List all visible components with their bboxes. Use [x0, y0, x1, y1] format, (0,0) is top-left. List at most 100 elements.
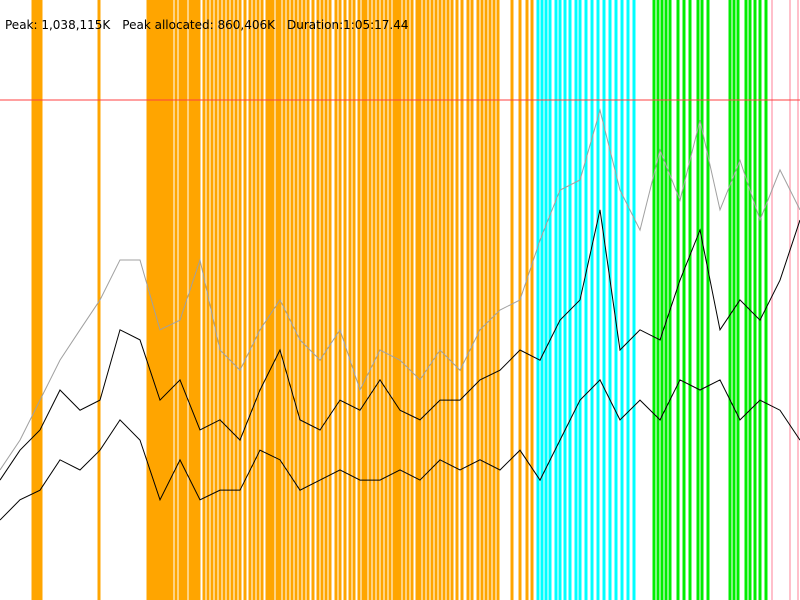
event-band — [334, 0, 338, 600]
event-band — [348, 0, 352, 600]
peak-allocated-text: Peak allocated: 860,406K — [122, 18, 275, 32]
memory-line — [0, 209, 800, 481]
event-band — [602, 0, 606, 600]
event-band — [214, 0, 218, 600]
event-band — [744, 0, 748, 600]
event-band — [430, 0, 434, 600]
event-band — [268, 0, 272, 600]
event-band — [728, 0, 732, 600]
event-band — [758, 0, 762, 600]
event-band — [484, 0, 488, 600]
event-band — [252, 0, 256, 600]
event-band — [700, 0, 704, 600]
event-band — [174, 0, 178, 600]
event-band — [388, 0, 392, 600]
event-band — [632, 0, 636, 600]
event-band — [39, 0, 43, 600]
event-band — [218, 0, 222, 600]
event-band — [392, 0, 396, 600]
event-band — [271, 0, 275, 600]
event-band — [194, 0, 198, 600]
event-band — [398, 0, 402, 600]
memory-line — [0, 108, 800, 471]
event-band — [298, 0, 302, 600]
event-band — [620, 0, 624, 600]
event-band — [164, 0, 168, 600]
event-band — [536, 0, 540, 600]
event-band — [764, 0, 768, 600]
event-band — [222, 0, 226, 600]
event-band — [554, 0, 558, 600]
event-band — [480, 0, 484, 600]
event-band — [152, 0, 156, 600]
event-band — [558, 0, 562, 600]
event-band — [789, 0, 791, 600]
header: Peak: 1,038,115K Peak allocated: 860,406K… — [5, 4, 421, 32]
event-band — [530, 0, 534, 600]
event-band — [688, 0, 692, 600]
event-band — [614, 0, 618, 600]
event-band — [544, 0, 548, 600]
event-band — [324, 0, 328, 600]
event-band — [238, 0, 242, 600]
event-band — [470, 0, 474, 600]
event-band — [476, 0, 480, 600]
event-band — [510, 0, 514, 600]
event-band — [418, 0, 422, 600]
event-band — [226, 0, 230, 600]
event-band — [275, 0, 279, 600]
event-band — [525, 0, 529, 600]
event-band — [158, 0, 162, 600]
event-band — [563, 0, 567, 600]
event-band — [364, 0, 368, 600]
event-band — [540, 0, 544, 600]
event-band — [36, 0, 40, 600]
event-band — [384, 0, 388, 600]
event-band — [410, 0, 414, 600]
event-band — [492, 0, 496, 600]
event-band — [316, 0, 320, 600]
event-band — [596, 0, 600, 600]
event-band — [230, 0, 234, 600]
event-band — [167, 0, 171, 600]
event-band — [181, 0, 185, 600]
event-band — [771, 0, 773, 600]
event-band — [357, 0, 361, 600]
event-band — [406, 0, 410, 600]
event-band — [146, 0, 150, 600]
event-band — [311, 0, 315, 600]
event-band — [368, 0, 372, 600]
event-band — [290, 0, 294, 600]
event-band — [682, 0, 686, 600]
event-band — [426, 0, 430, 600]
event-band — [155, 0, 159, 600]
event-band — [161, 0, 165, 600]
event-band — [34, 0, 38, 600]
memory-line — [0, 379, 800, 521]
event-band — [338, 0, 342, 600]
event-band — [234, 0, 238, 600]
event-band — [590, 0, 594, 600]
event-band — [282, 0, 286, 600]
event-band — [548, 0, 552, 600]
event-band — [256, 0, 260, 600]
event-band — [361, 0, 365, 600]
event-band — [320, 0, 324, 600]
event-band — [455, 0, 459, 600]
event-band — [574, 0, 578, 600]
event-band — [415, 0, 419, 600]
event-band — [343, 0, 347, 600]
event-band — [380, 0, 384, 600]
event-band — [696, 0, 700, 600]
event-band — [676, 0, 680, 600]
event-band — [178, 0, 182, 600]
event-band — [197, 0, 201, 600]
event-band — [608, 0, 612, 600]
event-band — [376, 0, 380, 600]
event-band — [202, 0, 206, 600]
event-band — [184, 0, 188, 600]
event-band — [442, 0, 446, 600]
event-band — [402, 0, 406, 600]
